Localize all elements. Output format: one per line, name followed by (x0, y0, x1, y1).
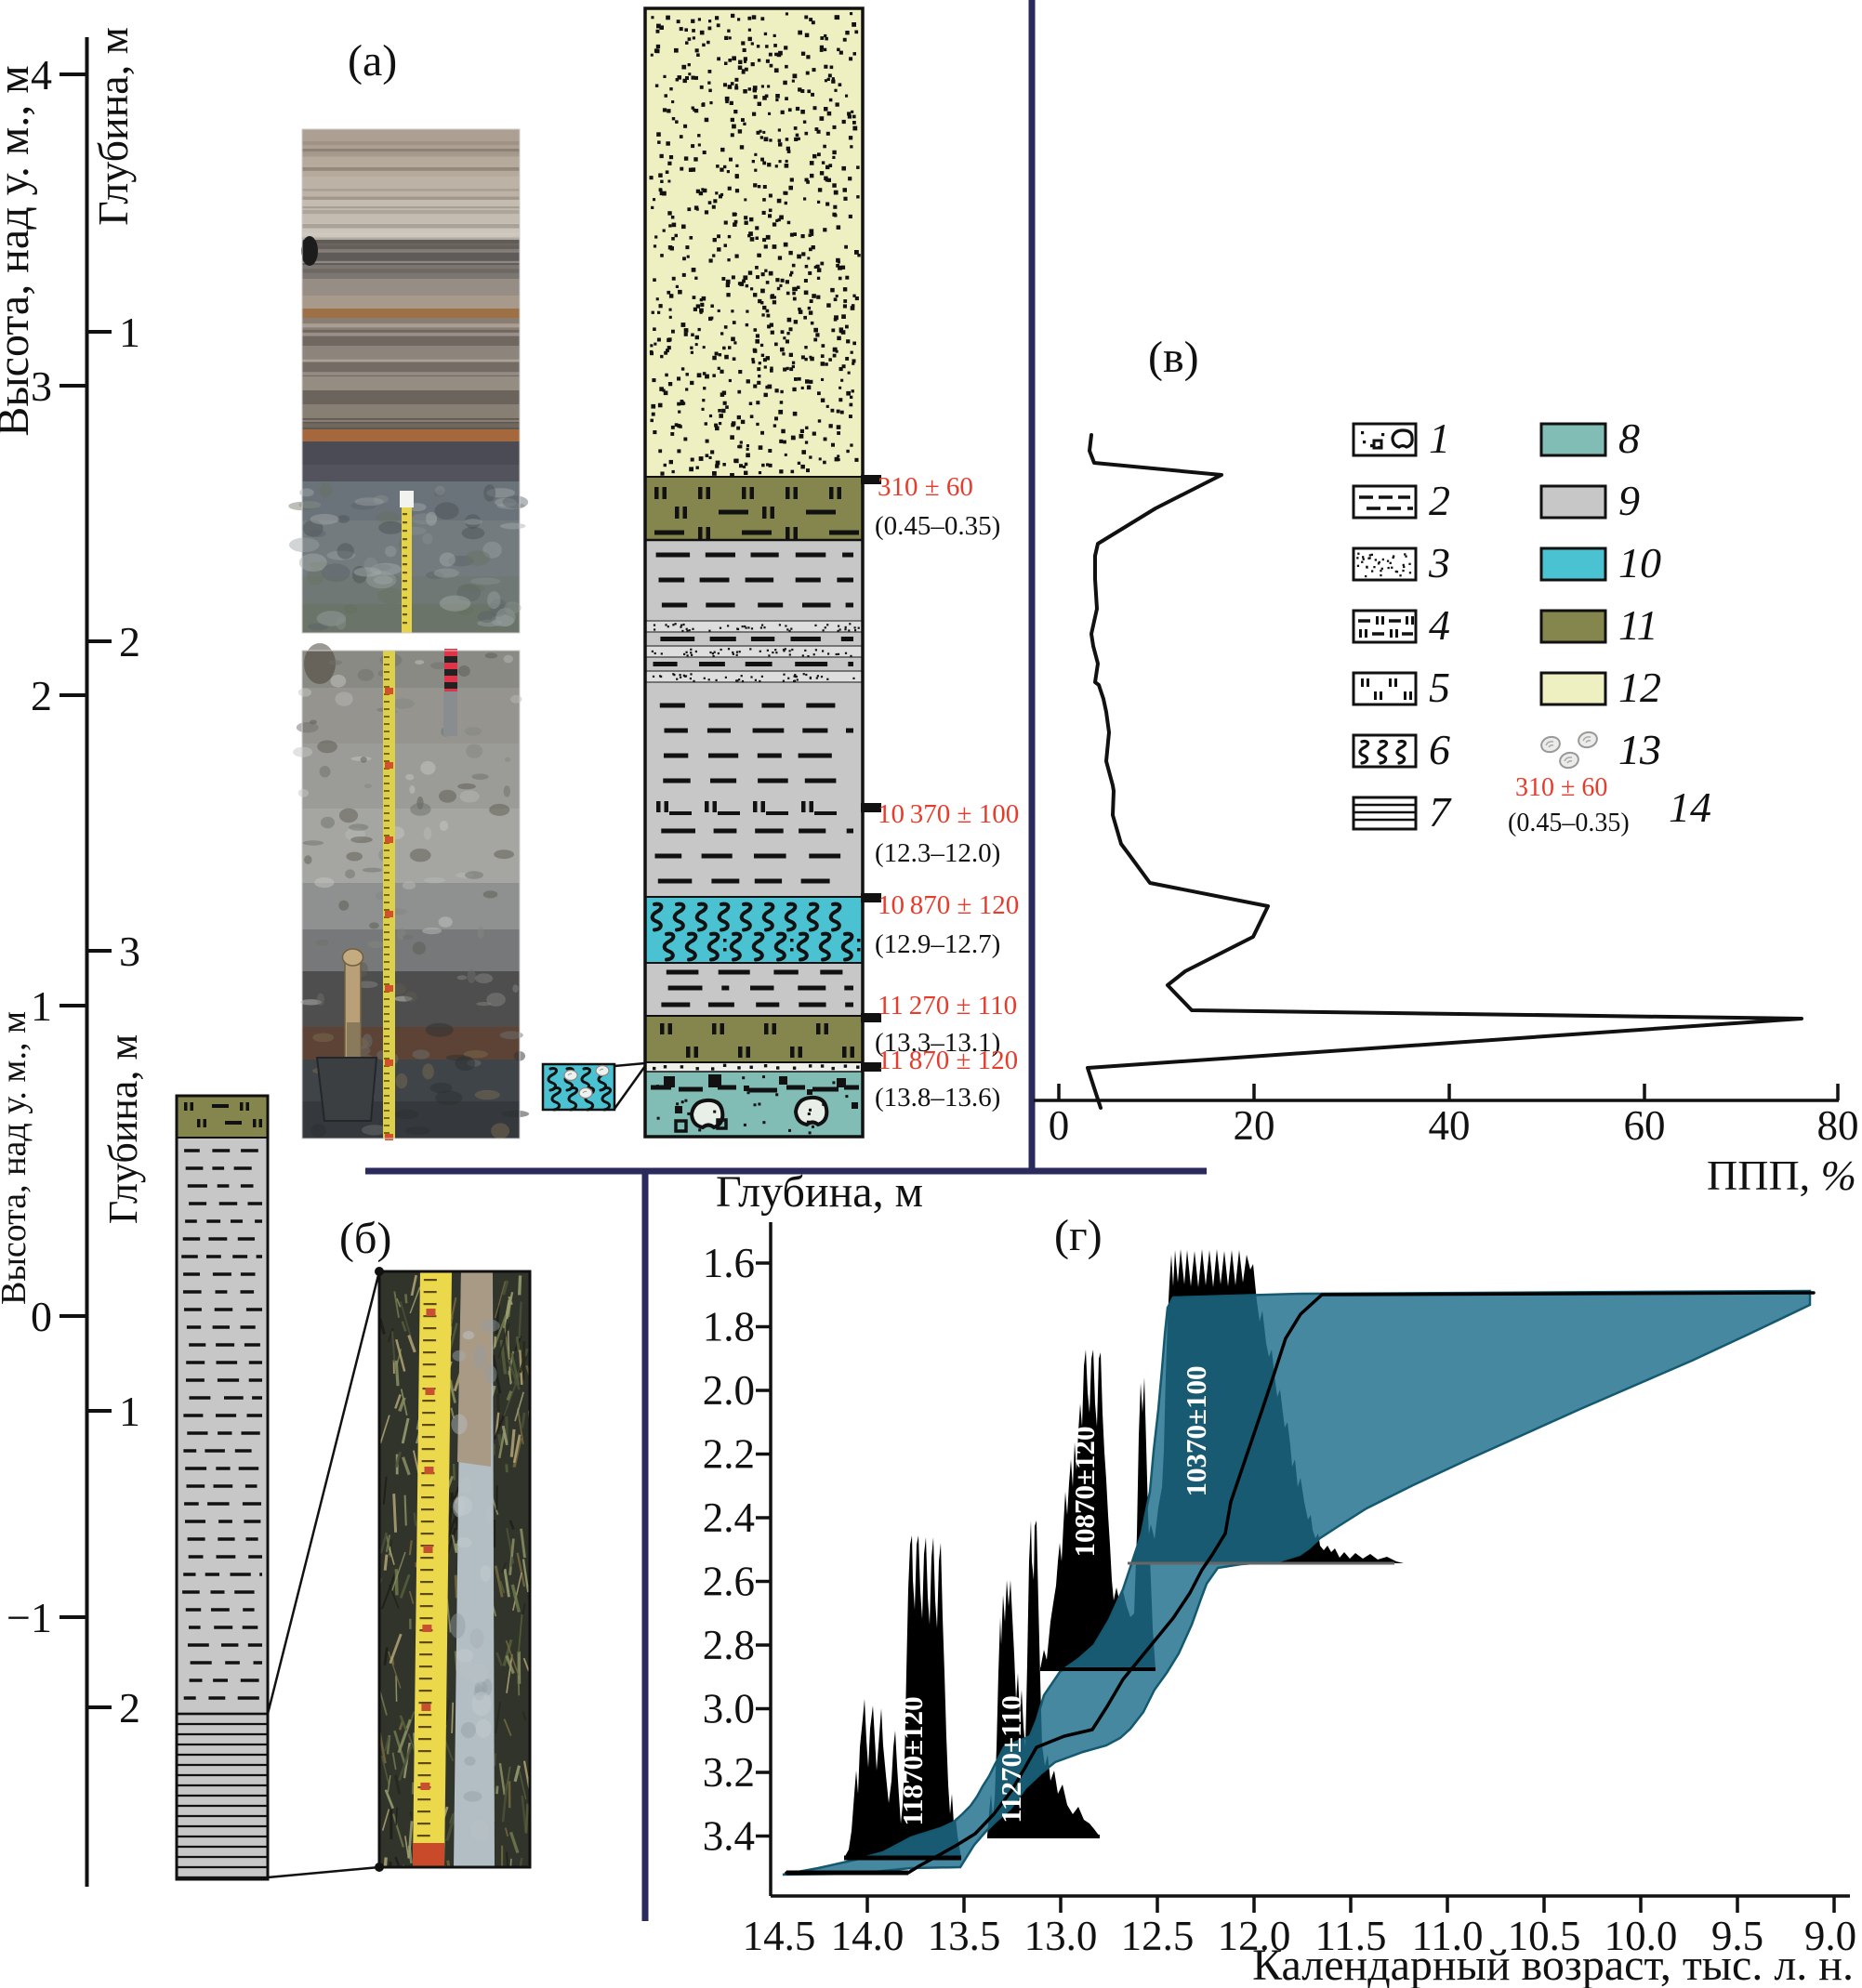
svg-text:2.0: 2.0 (703, 1367, 755, 1414)
svg-text:310 ± 60: 310 ± 60 (1515, 773, 1607, 802)
svg-text:11 270 ± 110: 11 270 ± 110 (878, 991, 1017, 1020)
svg-text:5: 5 (1429, 664, 1450, 711)
svg-text:(13.3–13.1): (13.3–13.1) (875, 1028, 1000, 1058)
svg-text:(0.45–0.35): (0.45–0.35) (875, 511, 1000, 541)
svg-text:14.0: 14.0 (831, 1913, 905, 1959)
svg-text:10 370 ± 100: 10 370 ± 100 (878, 799, 1019, 829)
svg-text:0: 0 (31, 1293, 52, 1340)
svg-text:Календарный возраст, тыс. л. н: Календарный возраст, тыс. л. н. (1252, 1941, 1854, 1988)
svg-text:12: 12 (1618, 664, 1661, 711)
svg-text:10 870 ± 120: 10 870 ± 120 (878, 890, 1019, 920)
svg-text:(12.3–12.0): (12.3–12.0) (875, 838, 1000, 868)
svg-text:1: 1 (31, 982, 52, 1030)
svg-text:4: 4 (31, 51, 52, 99)
svg-text:13: 13 (1618, 726, 1661, 773)
svg-text:Высота, над у. м., м: Высота, над у. м., м (0, 65, 38, 436)
svg-text:2: 2 (119, 1684, 140, 1731)
svg-text:10: 10 (1618, 539, 1661, 586)
svg-text:(a): (a) (348, 36, 397, 86)
svg-text:13.5: 13.5 (928, 1913, 1001, 1959)
svg-text:60: 60 (1624, 1102, 1666, 1149)
svg-text:3.4: 3.4 (703, 1813, 755, 1860)
svg-text:3.2: 3.2 (703, 1749, 755, 1796)
svg-text:Глубина, м: Глубина, м (100, 1034, 146, 1224)
svg-text:13: 13 (1618, 726, 1661, 773)
svg-text:(в): (в) (1148, 333, 1199, 382)
svg-text:3: 3 (119, 928, 140, 975)
svg-text:8: 8 (1618, 415, 1640, 462)
svg-text:10.0: 10.0 (1604, 1913, 1678, 1959)
svg-text:11270±110: 11270±110 (995, 1695, 1027, 1823)
svg-text:11 870 ± 120: 11 870 ± 120 (878, 1046, 1018, 1075)
svg-text:10.5: 10.5 (1508, 1913, 1581, 1959)
svg-text:2: 2 (31, 672, 52, 719)
svg-text:7: 7 (1429, 788, 1452, 836)
svg-text:(б): (б) (339, 1214, 391, 1263)
svg-text:1.6: 1.6 (703, 1240, 755, 1286)
svg-text:3.0: 3.0 (703, 1686, 755, 1732)
svg-text:1: 1 (119, 309, 140, 356)
svg-text:310 ± 60: 310 ± 60 (878, 472, 973, 502)
svg-text:(12.9–12.7): (12.9–12.7) (875, 929, 1000, 959)
svg-text:11.0: 11.0 (1411, 1913, 1483, 1959)
svg-text:40: 40 (1429, 1102, 1471, 1149)
svg-text:11: 11 (1618, 601, 1658, 649)
svg-text:2.2: 2.2 (703, 1431, 755, 1478)
svg-text:−1: −1 (7, 1594, 52, 1641)
svg-text:9: 9 (1618, 477, 1640, 524)
svg-text:(13.8–13.6): (13.8–13.6) (875, 1083, 1000, 1112)
svg-text:11.5: 11.5 (1314, 1913, 1386, 1959)
svg-text:2.8: 2.8 (703, 1622, 755, 1668)
svg-text:13.0: 13.0 (1024, 1913, 1098, 1959)
svg-text:3: 3 (1428, 539, 1450, 586)
svg-text:(г): (г) (1054, 1211, 1103, 1260)
svg-text:14: 14 (1669, 783, 1711, 831)
svg-text:14.5: 14.5 (743, 1913, 816, 1959)
svg-text:12.5: 12.5 (1121, 1913, 1195, 1959)
svg-text:2.6: 2.6 (703, 1559, 755, 1605)
svg-text:1.8: 1.8 (703, 1304, 755, 1350)
svg-text:6: 6 (1429, 726, 1450, 773)
svg-text:4: 4 (1429, 601, 1450, 649)
svg-text:12.0: 12.0 (1218, 1913, 1291, 1959)
svg-text:9.5: 9.5 (1711, 1913, 1763, 1959)
svg-text:3: 3 (31, 362, 52, 410)
svg-text:Высота, над у. м., м: Высота, над у. м., м (0, 1011, 33, 1305)
svg-text:9.0: 9.0 (1804, 1913, 1856, 1959)
svg-text:Глубина, м: Глубина, м (716, 1167, 923, 1217)
svg-text:ППП, %: ППП, % (1707, 1152, 1856, 1199)
svg-text:0: 0 (1049, 1102, 1070, 1149)
svg-text:2.4: 2.4 (703, 1494, 755, 1541)
svg-text:20: 20 (1234, 1102, 1275, 1149)
svg-text:1: 1 (119, 1388, 140, 1435)
svg-text:80: 80 (1817, 1102, 1859, 1149)
svg-text:2: 2 (1429, 477, 1450, 524)
svg-text:2: 2 (119, 618, 140, 665)
svg-text:Глубина, м: Глубина, м (89, 27, 137, 226)
svg-text:11870±120: 11870±120 (896, 1696, 929, 1825)
svg-text:1: 1 (1429, 415, 1450, 462)
svg-text:(0.45–0.35): (0.45–0.35) (1508, 809, 1630, 837)
svg-text:10370±100: 10370±100 (1180, 1365, 1212, 1496)
svg-text:10870±120: 10870±120 (1068, 1426, 1101, 1557)
